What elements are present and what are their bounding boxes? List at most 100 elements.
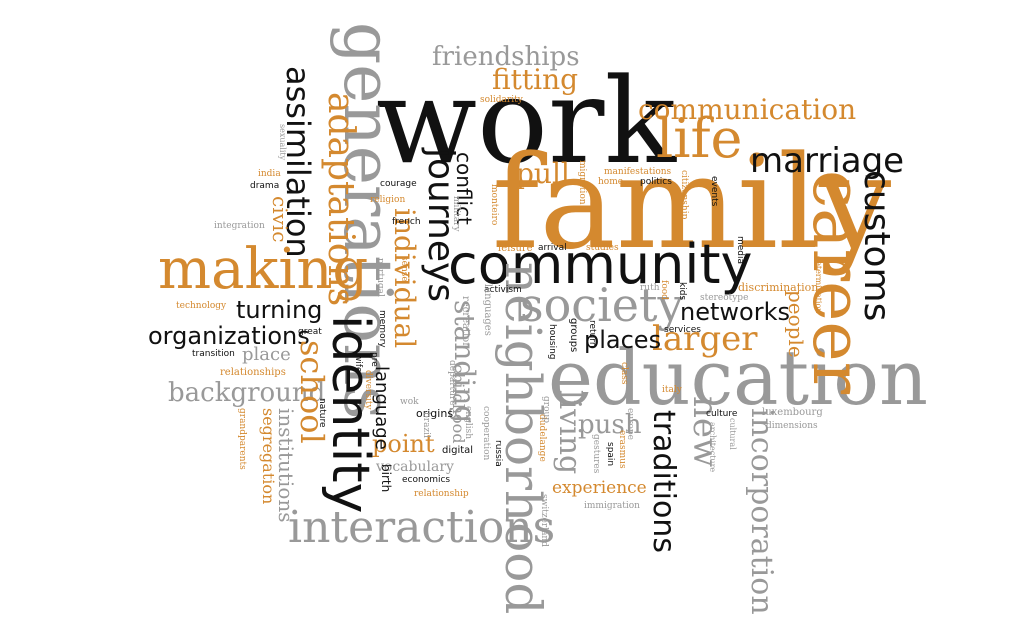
- word-organizations: organizations: [148, 322, 310, 350]
- word-military: military: [451, 196, 461, 232]
- word-groups: groups: [568, 318, 579, 353]
- word-school: school: [293, 340, 331, 444]
- word-languages: languages: [482, 284, 493, 336]
- word-india: india: [258, 169, 281, 179]
- word-transition: transition: [192, 349, 235, 359]
- word-return: return: [587, 320, 597, 348]
- word-politics: politics: [640, 177, 672, 187]
- word-determination: determination: [814, 256, 823, 314]
- word-discrimination: discrimination: [738, 281, 819, 294]
- word-push: push: [578, 410, 642, 440]
- word-departure: departure: [447, 360, 457, 406]
- word-services: services: [664, 325, 701, 335]
- word-luxembourg: luxembourg: [762, 407, 823, 418]
- word-integration: integration: [214, 221, 265, 231]
- word-making: making: [158, 237, 369, 302]
- word-networks: networks: [680, 298, 790, 326]
- word-adaptations: adaptations: [320, 92, 361, 307]
- word-spain: spain: [605, 442, 615, 467]
- word-leisure: leisure: [498, 243, 533, 254]
- word-fitting: fitting: [492, 63, 579, 96]
- word-home: home: [598, 177, 624, 187]
- word-marriage: marriage: [750, 141, 905, 181]
- word-place: place: [242, 344, 291, 365]
- word-background: background: [168, 378, 326, 408]
- word-segregation: segregation: [259, 408, 278, 505]
- word-wok: wok: [400, 397, 419, 407]
- word-class: class: [619, 362, 629, 385]
- word-larger: larger: [652, 319, 758, 359]
- word-culture: culture: [706, 409, 738, 419]
- word-experience: experience: [552, 478, 647, 498]
- word-wife: wife: [353, 354, 363, 373]
- word-russia: russia: [493, 440, 503, 467]
- word-english: english: [463, 406, 473, 440]
- word-education: education: [548, 333, 928, 422]
- word-kids: kids: [677, 282, 687, 301]
- word-immigration: immigration: [584, 501, 640, 511]
- word-dimensions: dimensions: [766, 421, 818, 431]
- word-monteiro: monteiro: [489, 184, 499, 226]
- word-family: family: [492, 129, 892, 278]
- word-migration: migration: [577, 160, 587, 205]
- word-great: great: [298, 327, 322, 337]
- word-sense: sense: [399, 256, 409, 282]
- word-drama: drama: [250, 181, 280, 191]
- word-work: work: [376, 52, 676, 190]
- word-pull: pull: [516, 157, 570, 190]
- word-arrival: arrival: [538, 243, 567, 253]
- word-french: french: [392, 217, 421, 227]
- word-point: point: [372, 430, 435, 458]
- word-recreation: recreation: [460, 296, 471, 349]
- word-society: society: [520, 278, 684, 332]
- word-institutions: institutions: [274, 408, 298, 523]
- word-community: community: [448, 233, 753, 296]
- word-digital: digital: [442, 445, 474, 456]
- word-language: language: [371, 366, 392, 450]
- word-events: events: [709, 176, 719, 207]
- word-manifestations: manifestations: [604, 167, 672, 177]
- word-customs: customs: [856, 170, 897, 322]
- word-activism: activism: [484, 285, 522, 295]
- word-communication: communication: [638, 93, 857, 126]
- word-grandparents: grandparents: [237, 408, 247, 470]
- word-relationships: relationships: [220, 367, 286, 378]
- word-erasmus: erasmus: [617, 430, 627, 469]
- word-cultural: cultural: [728, 418, 737, 450]
- word-places: places: [584, 326, 662, 354]
- word-stereotype: stereotype: [700, 293, 749, 303]
- word-friendships: friendships: [432, 42, 580, 72]
- word-sexuality: sexuality: [278, 124, 287, 161]
- word-brazil: brazil: [421, 412, 431, 438]
- word-nature: nature: [317, 398, 327, 428]
- word-food: food: [659, 280, 669, 300]
- word-people: people: [784, 290, 808, 358]
- word-technology: technology: [176, 301, 227, 311]
- word-studies: studies: [586, 243, 619, 253]
- word-traditions: traditions: [646, 410, 681, 553]
- word-ruth: ruth: [640, 283, 660, 293]
- word-switzerland: switzerland: [539, 494, 549, 547]
- word-interactions: interactions: [288, 502, 556, 553]
- word-citizenship: citizenship: [679, 170, 689, 220]
- word-relationship: relationship: [414, 489, 469, 499]
- word-architecture: architecture: [708, 422, 717, 473]
- word-pre: pre: [369, 352, 379, 367]
- word-civic: civic: [268, 196, 292, 243]
- word-identity: identity: [320, 315, 380, 514]
- word-group: group: [541, 396, 551, 424]
- word-turning: turning: [236, 296, 323, 324]
- word-life: life: [656, 107, 743, 170]
- word-birth: birth: [379, 464, 393, 493]
- word-italy: italy: [662, 385, 682, 395]
- word-memory: memory: [377, 310, 387, 348]
- word-solidarity: solidarity: [480, 95, 523, 105]
- word-cooperation: cooperation: [481, 406, 491, 461]
- word-incorporation: incorporation: [744, 408, 779, 615]
- word-origins: origins: [416, 407, 454, 420]
- word-gestures: gestures: [591, 434, 601, 474]
- word-courage: courage: [380, 179, 417, 189]
- word-religion: religion: [370, 195, 406, 205]
- word-diversity: diversity: [363, 370, 373, 410]
- word-vocabulary: vocabulary: [376, 459, 454, 475]
